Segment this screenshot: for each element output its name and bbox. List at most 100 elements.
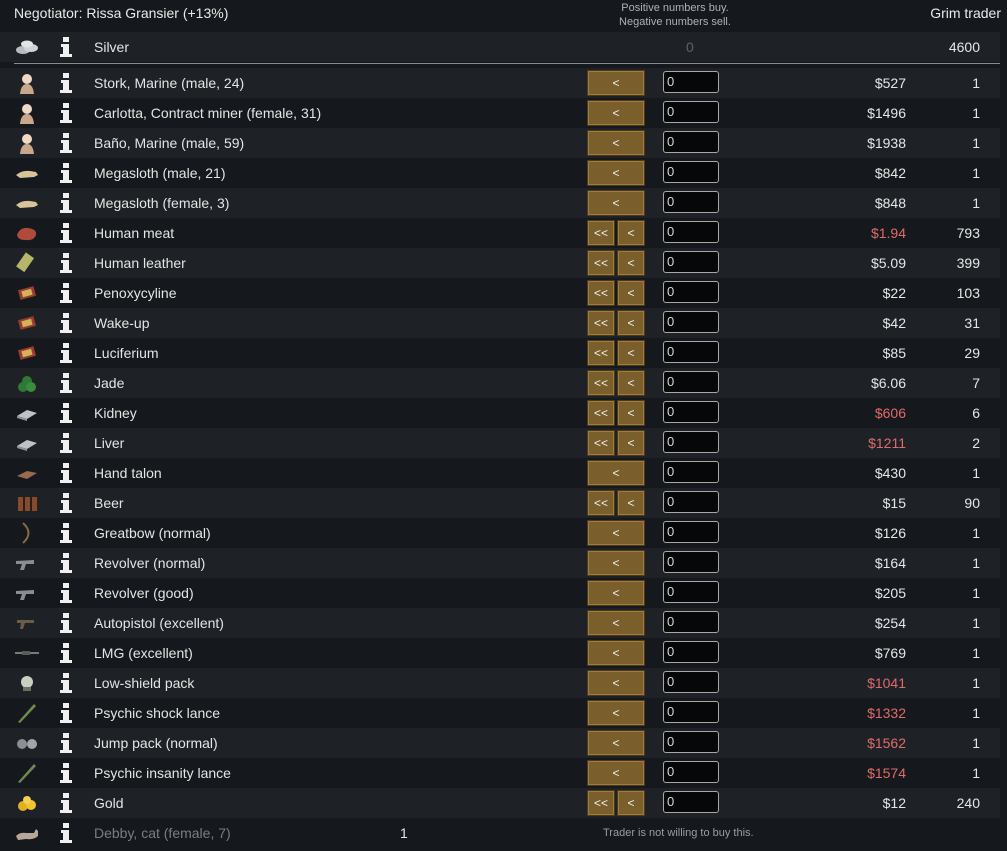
transfer-one-left-button[interactable]: < (587, 730, 645, 756)
bow-icon (22, 522, 30, 544)
transfer-all-left-button[interactable]: << (587, 250, 615, 276)
transfer-one-left-button[interactable]: < (587, 580, 645, 606)
quantity-input[interactable]: 0 (663, 251, 719, 273)
info-icon[interactable] (58, 72, 74, 94)
info-icon[interactable] (58, 552, 74, 574)
info-icon[interactable] (58, 792, 74, 814)
info-icon[interactable] (58, 732, 74, 754)
info-icon[interactable] (58, 132, 74, 154)
quantity-input[interactable]: 0 (663, 101, 719, 123)
transfer-one-left-button[interactable]: < (617, 370, 645, 396)
quantity-input[interactable]: 0 (663, 71, 719, 93)
info-icon[interactable] (58, 822, 74, 844)
info-icon[interactable] (58, 282, 74, 304)
transfer-one-left-button[interactable]: < (587, 670, 645, 696)
colonist-portrait-icon (20, 74, 34, 94)
info-icon[interactable] (58, 582, 74, 604)
quantity-input[interactable]: 0 (663, 221, 719, 243)
item-price: $1332 (867, 705, 906, 721)
transfer-one-left-button[interactable]: < (617, 340, 645, 366)
info-icon[interactable] (58, 192, 74, 214)
info-icon[interactable] (58, 372, 74, 394)
info-icon[interactable] (58, 222, 74, 244)
info-icon[interactable] (58, 522, 74, 544)
quantity-input[interactable]: 0 (663, 731, 719, 753)
transfer-one-left-button[interactable]: < (587, 760, 645, 786)
trade-row: Kidney << < 0 $606 6 (0, 398, 1000, 428)
transfer-one-left-button[interactable]: < (617, 490, 645, 516)
transfer-one-left-button[interactable]: < (617, 790, 645, 816)
transfer-one-left-button[interactable]: < (587, 700, 645, 726)
transfer-one-left-button[interactable]: < (587, 130, 645, 156)
quantity-input[interactable]: 0 (663, 431, 719, 453)
quantity-input[interactable]: 0 (663, 551, 719, 573)
quantity-input[interactable]: 0 (663, 311, 719, 333)
info-icon[interactable] (58, 762, 74, 784)
transfer-buttons: < (587, 130, 645, 156)
trader-count: 1 (972, 585, 980, 601)
transfer-one-left-button[interactable]: < (587, 70, 645, 96)
quantity-input[interactable]: 0 (663, 611, 719, 633)
info-icon[interactable] (58, 162, 74, 184)
transfer-one-left-button[interactable]: < (587, 520, 645, 546)
quantity-input[interactable]: 0 (663, 701, 719, 723)
quantity-input[interactable]: 0 (663, 761, 719, 783)
quantity-input[interactable]: 0 (663, 491, 719, 513)
info-icon[interactable] (58, 492, 74, 514)
transfer-one-left-button[interactable]: < (587, 460, 645, 486)
info-icon[interactable] (58, 672, 74, 694)
info-icon[interactable] (58, 612, 74, 634)
transfer-all-left-button[interactable]: << (587, 490, 615, 516)
quantity-input[interactable]: 0 (663, 581, 719, 603)
transfer-one-left-button[interactable]: < (587, 550, 645, 576)
info-icon[interactable] (58, 312, 74, 334)
quantity-input[interactable]: 0 (663, 401, 719, 423)
info-icon[interactable] (58, 432, 74, 454)
trader-count: 1 (972, 675, 980, 691)
quantity-input[interactable]: 0 (663, 641, 719, 663)
transfer-one-left-button[interactable]: < (587, 100, 645, 126)
transfer-one-left-button[interactable]: < (587, 640, 645, 666)
quantity-input[interactable]: 0 (663, 161, 719, 183)
quantity-input[interactable]: 0 (663, 341, 719, 363)
transfer-all-left-button[interactable]: << (587, 370, 615, 396)
transfer-all-left-button[interactable]: << (587, 220, 615, 246)
quantity-input[interactable]: 0 (663, 371, 719, 393)
quantity-input[interactable]: 0 (663, 461, 719, 483)
info-icon[interactable] (58, 102, 74, 124)
transfer-all-left-button[interactable]: << (587, 430, 615, 456)
item-name: Wake-up (94, 315, 150, 331)
transfer-all-left-button[interactable]: << (587, 400, 615, 426)
transfer-all-left-button[interactable]: << (587, 790, 615, 816)
info-icon[interactable] (58, 642, 74, 664)
silver-trader-count: 4600 (948, 39, 980, 55)
transfer-one-left-button[interactable]: < (587, 160, 645, 186)
transfer-one-left-button[interactable]: < (617, 250, 645, 276)
info-icon[interactable] (58, 36, 74, 58)
trade-row: Revolver (normal) < 0 $164 1 (0, 548, 1000, 578)
transfer-one-left-button[interactable]: < (617, 310, 645, 336)
trade-row: Carlotta, Contract miner (female, 31) < … (0, 98, 1000, 128)
quantity-input[interactable]: 0 (663, 281, 719, 303)
transfer-all-left-button[interactable]: << (587, 310, 615, 336)
info-icon[interactable] (58, 702, 74, 724)
trader-count: 103 (956, 285, 980, 301)
info-icon[interactable] (58, 402, 74, 424)
transfer-one-left-button[interactable]: < (617, 280, 645, 306)
info-icon[interactable] (58, 462, 74, 484)
transfer-all-left-button[interactable]: << (587, 280, 615, 306)
transfer-one-left-button[interactable]: < (587, 190, 645, 216)
info-icon[interactable] (58, 252, 74, 274)
transfer-all-left-button[interactable]: << (587, 340, 615, 366)
transfer-one-left-button[interactable]: < (617, 220, 645, 246)
quantity-input[interactable]: 0 (663, 671, 719, 693)
transfer-one-left-button[interactable]: < (587, 610, 645, 636)
quantity-input[interactable]: 0 (663, 521, 719, 543)
quantity-input[interactable]: 0 (663, 791, 719, 813)
info-icon[interactable] (58, 342, 74, 364)
quantity-input[interactable]: 0 (663, 191, 719, 213)
quantity-input[interactable]: 0 (663, 131, 719, 153)
trader-count: 1 (972, 735, 980, 751)
transfer-one-left-button[interactable]: < (617, 430, 645, 456)
transfer-one-left-button[interactable]: < (617, 400, 645, 426)
